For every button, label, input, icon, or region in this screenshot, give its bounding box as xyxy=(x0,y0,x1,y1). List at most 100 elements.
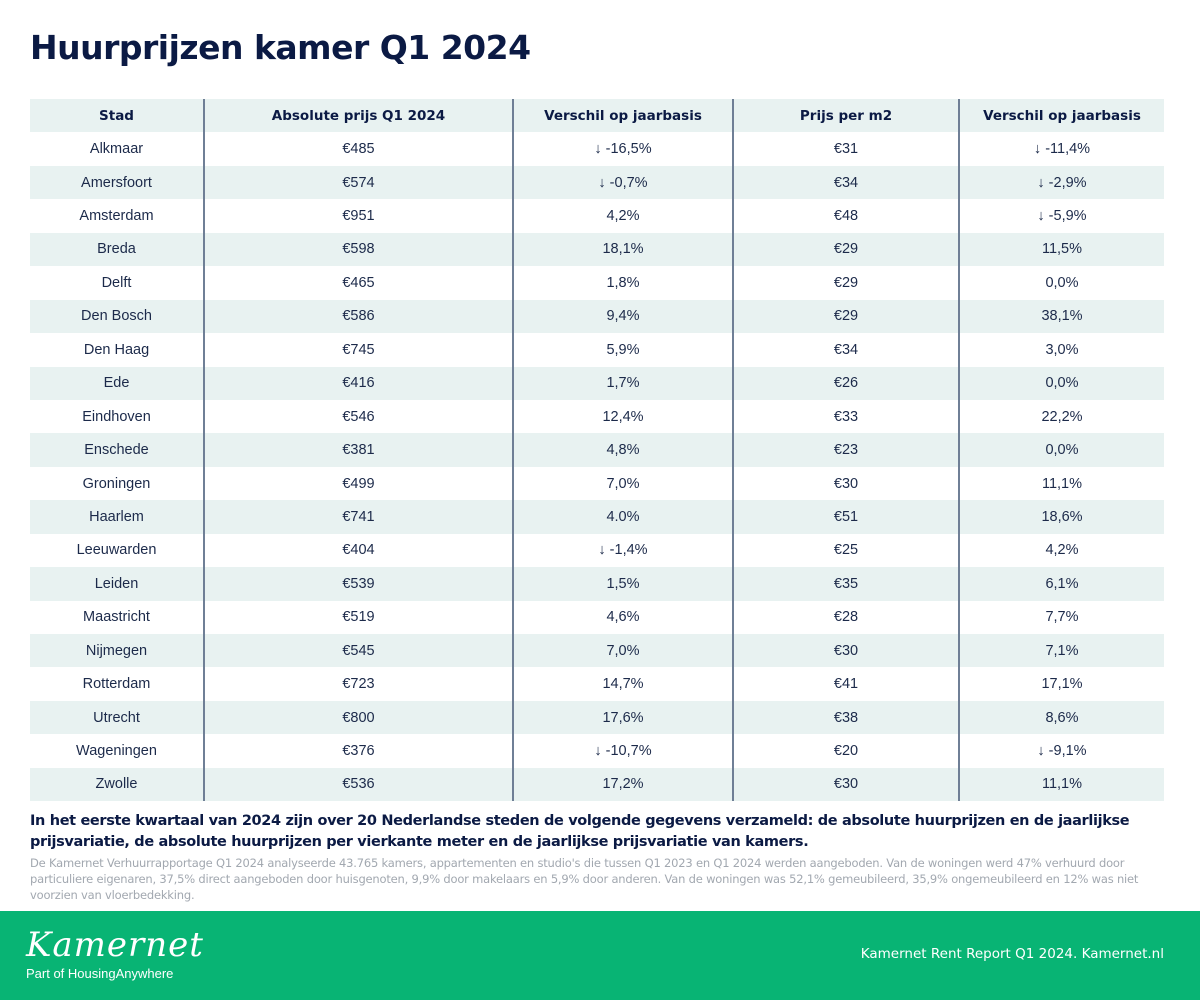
cell-yoy-change: 7,0% xyxy=(513,634,734,668)
cell-yoy-change: 17,6% xyxy=(513,700,734,735)
cell-m2-yoy-change: 3,0% xyxy=(1045,341,1079,358)
cell-yoy-change: 9,4% xyxy=(513,299,734,334)
table-row: Eindhoven €546 12,4% €33 22,2% xyxy=(30,399,1164,434)
cell-city: Zwolle xyxy=(30,767,205,802)
cell-city: Den Bosch xyxy=(30,299,205,334)
cell-yoy-change: 4.0% xyxy=(513,500,734,534)
cell-yoy-change: 4,8% xyxy=(513,433,734,467)
cell-price-per-m2: €33 xyxy=(733,399,960,434)
cell-city: Nijmegen xyxy=(30,634,205,668)
cell-absolute-price: €416 xyxy=(204,366,514,400)
header-m2-yoy-change: Verschil op jaarbasis xyxy=(959,99,1164,133)
table-row: Breda €598 18,1% €29 11,5% xyxy=(30,232,1164,267)
table-row: Maastricht €519 4,6% €28 7,7% xyxy=(30,600,1164,634)
table-row: Den Haag €745 5,9% €34 3,0% xyxy=(30,333,1164,367)
cell-city: Leeuwarden xyxy=(30,533,205,568)
cell-absolute-price: €741 xyxy=(204,500,514,534)
header-yoy-change: Verschil op jaarbasis xyxy=(513,99,734,133)
cell-yoy-change: 7,0% xyxy=(513,466,734,501)
cell-absolute-price: €800 xyxy=(204,700,514,735)
table-row: Haarlem €741 4.0% €51 18,6% xyxy=(30,500,1164,534)
cell-yoy-change: ↓ -0,7% xyxy=(513,165,734,200)
cell-yoy-change: 5,9% xyxy=(513,333,734,367)
table-row: Rotterdam €723 14,7% €41 17,1% xyxy=(30,667,1164,701)
cell-m2-yoy-change: 11,1% xyxy=(1041,475,1083,492)
cell-price-per-m2: €30 xyxy=(733,634,960,668)
header-absolute-price: Absolute prijs Q1 2024 xyxy=(204,99,514,133)
cell-m2-yoy-change: 38,1% xyxy=(959,299,1164,334)
cell-m2-yoy-change: 7,1% xyxy=(959,634,1164,668)
table-row: Groningen €499 7,0% €30 11,1% xyxy=(30,466,1164,501)
cell-absolute-price: €586 xyxy=(204,299,514,334)
table-row: Leiden €539 1,5% €35 6,1% xyxy=(30,567,1164,601)
cell-m2-yoy-change: 18,6% xyxy=(959,500,1164,534)
cell-absolute-price: €545 xyxy=(204,634,514,668)
cell-city: Groningen xyxy=(30,466,205,501)
cell-absolute-price: €536 xyxy=(204,767,514,802)
cell-price-per-m2: €38 xyxy=(733,700,960,735)
cell-absolute-price: €745 xyxy=(204,333,514,367)
cell-absolute-price: €499 xyxy=(204,466,514,501)
cell-m2-yoy-change: ↓ -11,4% xyxy=(1033,141,1091,158)
table-row: Utrecht €800 17,6% €38 8,6% xyxy=(30,700,1164,735)
cell-yoy-change: 4,2% xyxy=(513,199,734,233)
cell-absolute-price: €465 xyxy=(204,266,514,300)
cell-city: Maastricht xyxy=(30,600,205,634)
table-row: Enschede €381 4,8% €23 0,0% xyxy=(30,433,1164,467)
cell-price-per-m2: €48 xyxy=(733,199,960,233)
cell-yoy-change: 12,4% xyxy=(513,399,734,434)
table-row: Alkmaar €485 ↓ -16,5% €31 ↓ -11,4% xyxy=(30,132,1164,166)
cell-price-per-m2: €25 xyxy=(733,533,960,568)
cell-city: Amsterdam xyxy=(30,199,205,233)
cell-m2-yoy-change: 6,1% xyxy=(959,567,1164,601)
cell-absolute-price: €951 xyxy=(204,199,514,233)
table-row: Leeuwarden €404 ↓ -1,4% €25 4,2% xyxy=(30,533,1164,568)
cell-price-per-m2: €29 xyxy=(733,232,960,267)
table-row: Den Bosch €586 9,4% €29 38,1% xyxy=(30,299,1164,334)
table-row: Delft €465 1,8% €29 0,0% xyxy=(30,266,1164,300)
cell-m2-yoy-change: 11,5% xyxy=(959,232,1164,267)
cell-absolute-price: €546 xyxy=(204,399,514,434)
cell-price-per-m2: €28 xyxy=(733,600,960,634)
table-header-row: Stad Absolute prijs Q1 2024 Verschil op … xyxy=(30,99,1164,133)
cell-absolute-price: €723 xyxy=(204,667,514,701)
cell-price-per-m2: €35 xyxy=(733,567,960,601)
cell-absolute-price: €574 xyxy=(204,165,514,200)
cell-m2-yoy-change: 17,1% xyxy=(1041,676,1083,693)
cell-price-per-m2: €34 xyxy=(733,333,960,367)
rent-prices-table: Stad Absolute prijs Q1 2024 Verschil op … xyxy=(30,99,1164,802)
cell-yoy-change: 17,2% xyxy=(513,767,734,802)
cell-absolute-price: €485 xyxy=(204,132,514,166)
table-row: Nijmegen €545 7,0% €30 7,1% xyxy=(30,634,1164,668)
cell-m2-yoy-change: 11,1% xyxy=(959,767,1164,802)
cell-m2-yoy-change: 0,0% xyxy=(1045,274,1079,291)
cell-city: Enschede xyxy=(30,433,205,467)
cell-city: Utrecht xyxy=(30,700,205,735)
cell-price-per-m2: €29 xyxy=(733,299,960,334)
footer-credit: Kamernet Rent Report Q1 2024. Kamernet.n… xyxy=(860,946,1164,962)
cell-absolute-price: €598 xyxy=(204,232,514,267)
table-row: Amsterdam €951 4,2% €48 ↓ -5,9% xyxy=(30,199,1164,233)
cell-city: Ede xyxy=(30,366,205,400)
cell-m2-yoy-change: ↓ -2,9% xyxy=(959,165,1164,200)
cell-price-per-m2: €26 xyxy=(733,366,960,400)
cell-m2-yoy-change: 4,2% xyxy=(1045,542,1079,559)
cell-city: Wageningen xyxy=(30,734,205,768)
cell-m2-yoy-change: ↓ -9,1% xyxy=(1037,743,1087,760)
cell-m2-yoy-change: 0,0% xyxy=(959,433,1164,467)
summary-text: In het eerste kwartaal van 2024 zijn ove… xyxy=(30,813,1130,850)
methodology-note: De Kamernet Verhuurrapportage Q1 2024 an… xyxy=(30,856,1139,902)
cell-city: Haarlem xyxy=(30,500,205,534)
cell-yoy-change: 1,7% xyxy=(513,366,734,400)
cell-m2-yoy-change: 7,7% xyxy=(1045,609,1079,626)
cell-yoy-change: 1,5% xyxy=(513,567,734,601)
cell-m2-yoy-change: ↓ -5,9% xyxy=(1037,208,1087,225)
header-city: Stad xyxy=(30,99,205,133)
cell-city: Leiden xyxy=(30,567,205,601)
cell-city: Amersfoort xyxy=(30,165,205,200)
cell-yoy-change: ↓ -16,5% xyxy=(513,132,734,166)
cell-city: Alkmaar xyxy=(30,132,205,166)
cell-price-per-m2: €30 xyxy=(733,767,960,802)
page-title: Huurprijzen kamer Q1 2024 xyxy=(30,28,531,67)
cell-yoy-change: ↓ -10,7% xyxy=(513,734,734,768)
